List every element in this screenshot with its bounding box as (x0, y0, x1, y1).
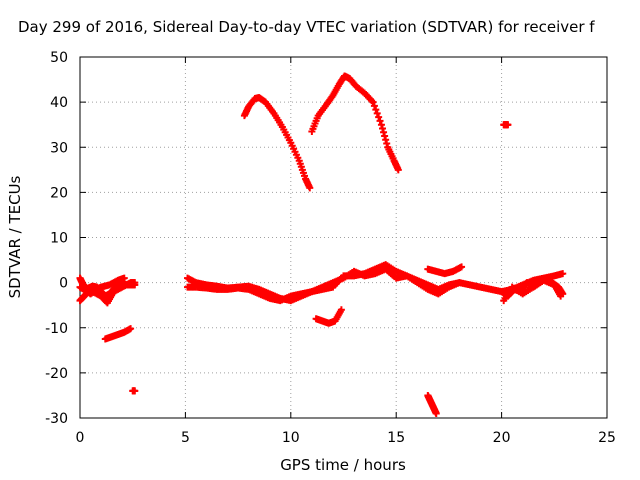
data-point (131, 279, 139, 287)
plot-frame (79, 56, 608, 419)
axes-ticks: 0 5 10 15 20 25 -30 -20 -10 0 10 20 30 40 50 (45, 50, 616, 446)
data-point (557, 292, 565, 300)
data-point (120, 274, 128, 282)
data-point (394, 166, 402, 174)
data-point (432, 409, 440, 417)
x-tick-label: 15 (387, 430, 405, 446)
data-point (376, 117, 384, 125)
data-point (373, 109, 381, 117)
series-low-arc (424, 391, 440, 417)
x-tick-label: 25 (598, 430, 616, 446)
x-tick-label: 20 (493, 430, 511, 446)
x-tick-label: 0 (76, 430, 85, 446)
y-tick-label: 50 (50, 50, 68, 66)
data-point (375, 113, 383, 121)
x-tick-label: 10 (282, 430, 300, 446)
y-tick-label: 20 (50, 185, 68, 201)
data-point (504, 121, 512, 129)
x-tick-label: 5 (181, 430, 190, 446)
data-point (383, 139, 391, 147)
series-late-arc (424, 263, 466, 278)
y-tick-label: 30 (50, 140, 68, 156)
series-arc-1 (240, 94, 314, 192)
series-neg-arc (101, 325, 135, 343)
chart-title: Day 299 of 2016, Sidereal Day-to-day VTE… (18, 18, 595, 36)
data-point (127, 325, 135, 333)
series-band-early-3 (76, 274, 128, 298)
data-point (337, 306, 345, 314)
data-point (377, 121, 385, 129)
series-band-late-2 (500, 276, 565, 305)
data-point (306, 184, 314, 192)
data-point (559, 270, 567, 278)
y-axis-label: SDTVAR / TECUs (6, 175, 24, 298)
data-point (372, 106, 380, 114)
series-isolated-35 (500, 121, 512, 129)
data-point (370, 102, 378, 110)
data-point (458, 263, 466, 271)
series-arc-2 (308, 72, 402, 174)
data-point (380, 128, 388, 136)
y-tick-label: 0 (59, 276, 68, 292)
data-point (378, 124, 386, 132)
data-point (131, 387, 139, 395)
data-point (369, 98, 377, 106)
series-isolated-24 (129, 387, 139, 395)
y-tick-label: 10 (50, 231, 68, 247)
data-points (76, 72, 567, 417)
y-tick-label: -10 (45, 321, 68, 337)
data-point (381, 132, 389, 140)
y-tick-label: -20 (45, 366, 68, 382)
series-dip-arc (312, 306, 345, 327)
series-band-main-2 (184, 265, 463, 305)
y-tick-label: -30 (45, 411, 68, 427)
x-axis-label: GPS time / hours (280, 456, 406, 474)
y-tick-label: 40 (50, 95, 68, 111)
data-point (382, 136, 390, 144)
grid (80, 57, 607, 418)
data-point (455, 279, 463, 287)
